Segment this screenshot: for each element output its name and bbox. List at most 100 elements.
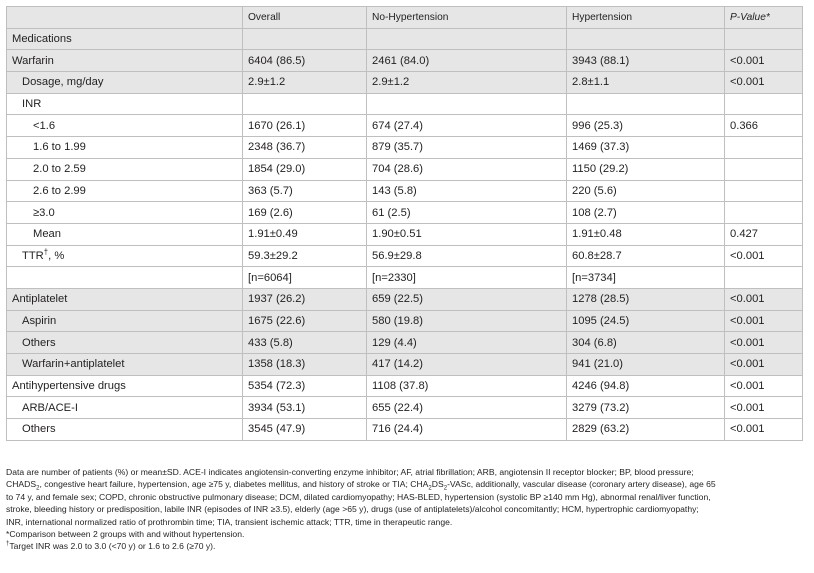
- cell-no-hypertension: 143 (5.8): [366, 179, 567, 203]
- row-label: Mean: [6, 222, 243, 246]
- cell-hypertension: 1150 (29.2): [566, 157, 725, 181]
- cell-overall: 5354 (72.3): [242, 374, 367, 398]
- cell-no-hypertension: 655 (22.4): [366, 396, 567, 420]
- cell-overall: 1670 (26.1): [242, 114, 367, 138]
- row-label: TTR†, %: [6, 244, 243, 268]
- cell-p-value: <0.001: [724, 331, 803, 354]
- cell-p-value: <0.001: [724, 309, 803, 333]
- table-row: INR: [6, 92, 803, 116]
- table-row: Others 433 (5.8) 129 (4.4) 304 (6.8) <0.001: [6, 331, 803, 354]
- row-label: Antiplatelet: [6, 287, 243, 311]
- cell-hypertension: 3279 (73.2): [566, 396, 725, 420]
- cell-p-value: [724, 179, 803, 203]
- cell-hypertension: 996 (25.3): [566, 114, 725, 138]
- table-row: Aspirin 1675 (22.6) 580 (19.8) 1095 (24.5) <…: [6, 309, 803, 333]
- cell-hypertension: 60.8±28.7: [566, 244, 725, 268]
- cell-overall: 1854 (29.0): [242, 157, 367, 181]
- cell-no-hypertension: 716 (24.4): [366, 418, 567, 441]
- row-label: Others: [6, 418, 243, 441]
- cell-overall: 3545 (47.9): [242, 418, 367, 441]
- row-label: Others: [6, 331, 243, 354]
- row-label: Medications: [6, 27, 243, 51]
- table-row: ARB/ACE-I 3934 (53.1) 655 (22.4) 3279 (73.2…: [6, 396, 803, 420]
- cell-no-hypertension: [366, 27, 567, 51]
- cell-overall: 2.9±1.2: [242, 71, 367, 94]
- cell-hypertension: 108 (2.7): [566, 201, 725, 224]
- cell-overall: 1.91±0.49: [242, 222, 367, 246]
- row-label: 1.6 to 1.99: [6, 136, 243, 159]
- cell-overall: 169 (2.6): [242, 201, 367, 224]
- row-label: Dosage, mg/day: [6, 71, 243, 94]
- row-label: 2.0 to 2.59: [6, 157, 243, 181]
- header-row: Overall No-Hypertension Hypertension P-V…: [6, 6, 803, 29]
- cell-p-value: <0.001: [724, 353, 803, 376]
- table-row: Dosage, mg/day 2.9±1.2 2.9±1.2 2.8±1.1 <0.00…: [6, 71, 803, 94]
- cell-hypertension: 1469 (37.3): [566, 136, 725, 159]
- header-hypertension: Hypertension: [566, 6, 725, 29]
- cell-overall: 59.3±29.2: [242, 244, 367, 268]
- cell-no-hypertension: 61 (2.5): [366, 201, 567, 224]
- cell-p-value: 0.427: [724, 222, 803, 246]
- table-row: Warfarin+antiplatelet 1358 (18.3) 417 (14.…: [6, 353, 803, 376]
- cell-hypertension: 1278 (28.5): [566, 287, 725, 311]
- table-row: 2.6 to 2.99 363 (5.7) 143 (5.8) 220 (5.6): [6, 179, 803, 203]
- cell-p-value: <0.001: [724, 396, 803, 420]
- cell-no-hypertension: 129 (4.4): [366, 331, 567, 354]
- table-row: Medications: [6, 27, 803, 51]
- cell-overall: 1358 (18.3): [242, 353, 367, 376]
- row-label: INR: [6, 92, 243, 116]
- cell-overall: [n=6064]: [242, 266, 367, 289]
- cell-overall: 1675 (22.6): [242, 309, 367, 333]
- cell-p-value: <0.001: [724, 71, 803, 94]
- cell-hypertension: 1.91±0.48: [566, 222, 725, 246]
- table-row: ≥3.0 169 (2.6) 61 (2.5) 108 (2.7): [6, 201, 803, 224]
- footnote-abbreviations: Data are number of patients (%) or mean±…: [6, 467, 716, 527]
- cell-p-value: [724, 201, 803, 224]
- cell-no-hypertension: [n=2330]: [366, 266, 567, 289]
- cell-hypertension: 4246 (94.8): [566, 374, 725, 398]
- row-label: Warfarin: [6, 49, 243, 73]
- cell-no-hypertension: 2461 (84.0): [366, 49, 567, 73]
- cell-p-value: [724, 92, 803, 116]
- footnote-star: *Comparison between 2 groups with and wi…: [6, 529, 245, 540]
- table-row: [n=6064] [n=2330] [n=3734]: [6, 266, 803, 289]
- cell-hypertension: 2829 (63.2): [566, 418, 725, 441]
- cell-no-hypertension: 2.9±1.2: [366, 71, 567, 94]
- header-label: [6, 6, 243, 29]
- row-label: Warfarin+antiplatelet: [6, 353, 243, 376]
- row-label: Aspirin: [6, 309, 243, 333]
- cell-hypertension: [n=3734]: [566, 266, 725, 289]
- table-row: Warfarin 6404 (86.5) 2461 (84.0) 3943 (88.1…: [6, 49, 803, 73]
- cell-no-hypertension: 879 (35.7): [366, 136, 567, 159]
- cell-no-hypertension: 1.90±0.51: [366, 222, 567, 246]
- footnote-dagger: †Target INR was 2.0 to 3.0 (<70 y) or 1.…: [6, 541, 216, 552]
- cell-overall: 3934 (53.1): [242, 396, 367, 420]
- cell-hypertension: 3943 (88.1): [566, 49, 725, 73]
- cell-p-value: [724, 136, 803, 159]
- row-label: [6, 266, 243, 289]
- cell-p-value: <0.001: [724, 418, 803, 441]
- table-row: Antihypertensive drugs 5354 (72.3) 1108 (3…: [6, 374, 803, 398]
- table-row: TTR†, % 59.3±29.2 56.9±29.8 60.8±28.7 <0.001: [6, 244, 803, 268]
- table-row: 1.6 to 1.99 2348 (36.7) 879 (35.7) 1469 (37…: [6, 136, 803, 159]
- cell-overall: 363 (5.7): [242, 179, 367, 203]
- cell-overall: [242, 27, 367, 51]
- cell-hypertension: 220 (5.6): [566, 179, 725, 203]
- cell-no-hypertension: 659 (22.5): [366, 287, 567, 311]
- medications-table: Overall No-Hypertension Hypertension P-V…: [6, 6, 803, 441]
- cell-p-value: [724, 266, 803, 289]
- cell-hypertension: [566, 92, 725, 116]
- cell-p-value: <0.001: [724, 244, 803, 268]
- cell-overall: 6404 (86.5): [242, 49, 367, 73]
- cell-no-hypertension: 674 (27.4): [366, 114, 567, 138]
- cell-p-value: [724, 157, 803, 181]
- cell-p-value: 0.366: [724, 114, 803, 138]
- cell-no-hypertension: 1108 (37.8): [366, 374, 567, 398]
- cell-p-value: <0.001: [724, 374, 803, 398]
- row-label: Antihypertensive drugs: [6, 374, 243, 398]
- header-overall: Overall: [242, 6, 367, 29]
- row-label: ARB/ACE-I: [6, 396, 243, 420]
- cell-hypertension: 304 (6.8): [566, 331, 725, 354]
- cell-no-hypertension: 704 (28.6): [366, 157, 567, 181]
- cell-p-value: [724, 27, 803, 51]
